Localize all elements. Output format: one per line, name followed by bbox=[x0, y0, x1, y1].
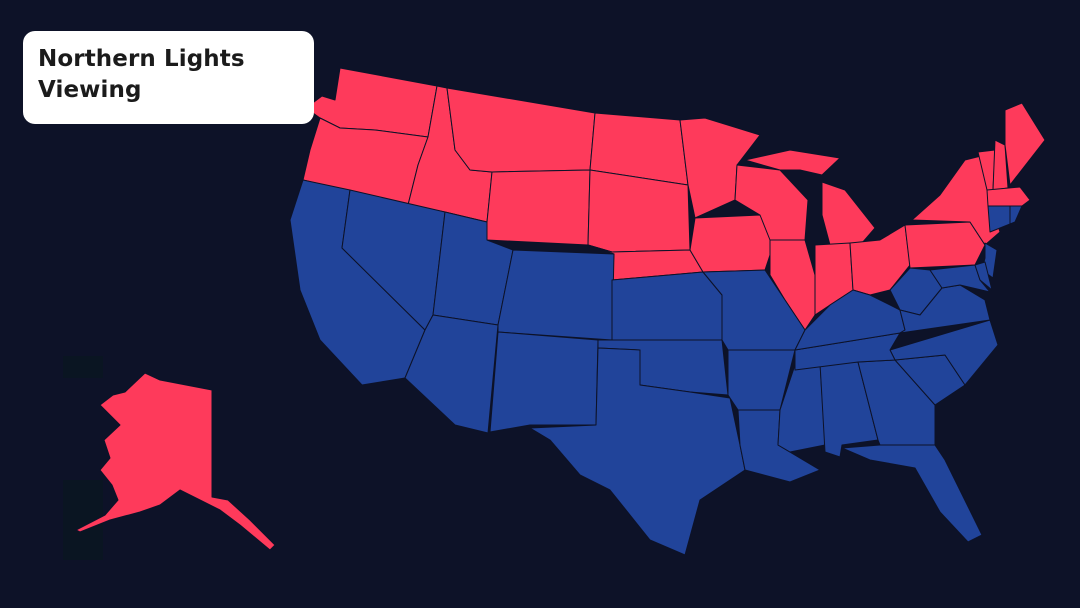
title-card: Northern Lights Viewing bbox=[23, 31, 314, 124]
state-mt bbox=[446, 87, 596, 173]
state-mi bbox=[744, 149, 841, 176]
state-wy bbox=[486, 169, 591, 246]
state-va bbox=[899, 284, 991, 334]
state-ct bbox=[987, 205, 1011, 233]
inset-shade bbox=[63, 356, 103, 378]
map-title: Northern Lights Viewing bbox=[38, 46, 245, 103]
state-fl bbox=[841, 444, 983, 543]
state-ri bbox=[1009, 205, 1023, 225]
state-nm bbox=[489, 331, 599, 433]
state-tx bbox=[529, 347, 746, 556]
state-ma bbox=[986, 186, 1031, 207]
state-co bbox=[497, 249, 615, 341]
state-il bbox=[769, 239, 816, 331]
state-mi bbox=[821, 181, 876, 246]
state-de bbox=[974, 261, 993, 291]
state-ia bbox=[689, 214, 776, 273]
state-ak bbox=[75, 372, 276, 551]
state-ks bbox=[611, 271, 723, 341]
state-me bbox=[1004, 102, 1046, 186]
state-pa bbox=[904, 221, 986, 269]
